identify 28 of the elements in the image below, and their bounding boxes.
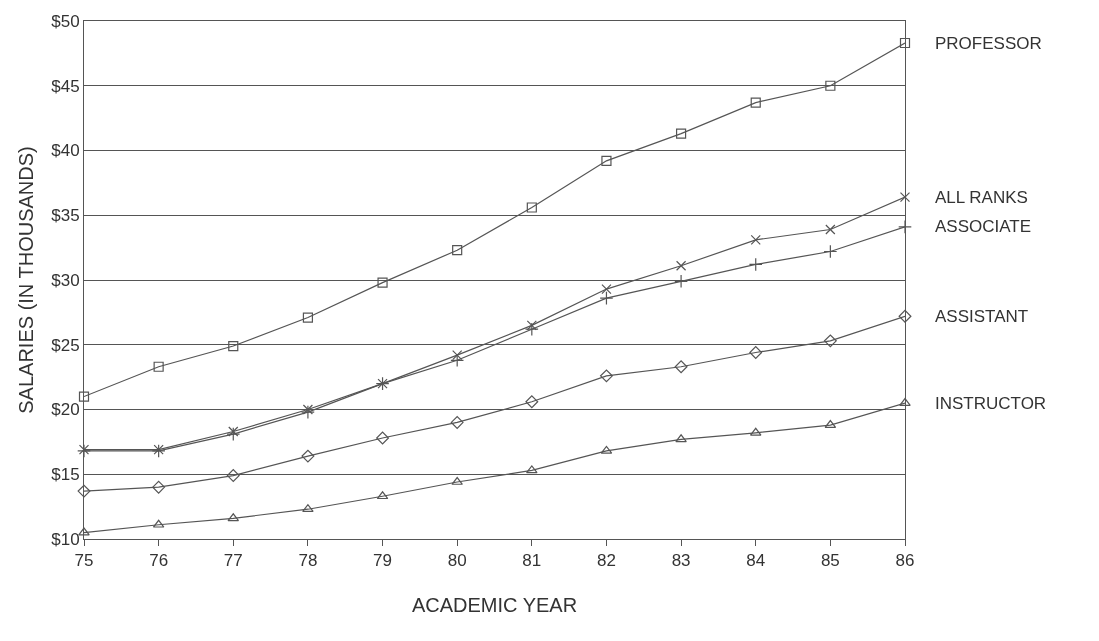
series-label: ASSOCIATE [935, 217, 1032, 236]
y-tick-label: $20 [51, 400, 80, 420]
x-tick-label: 84 [746, 551, 766, 571]
y-tick-label: $10 [51, 529, 80, 549]
y-tick-label: $45 [51, 76, 80, 96]
series-label: ASSISTANT [935, 307, 1029, 326]
x-tick-label: 77 [223, 551, 243, 571]
x-tick-label: 75 [74, 551, 94, 571]
series-label: ALL RANKS [935, 188, 1028, 207]
x-tick-label: 79 [373, 551, 393, 571]
x-tick-label: 86 [895, 551, 915, 571]
x-tick-label: 76 [149, 551, 169, 571]
y-tick-label: $30 [51, 270, 80, 290]
series-label: PROFESSOR [935, 34, 1042, 53]
y-tick-label: $40 [51, 141, 80, 161]
y-tick-label: $25 [51, 335, 80, 355]
x-tick-label: 82 [596, 551, 616, 571]
series-label: INSTRUCTOR [935, 394, 1047, 413]
y-axis-title: SALARIES (IN THOUSANDS) [14, 146, 37, 414]
x-axis-title: ACADEMIC YEAR [411, 593, 578, 616]
y-tick-label: $35 [51, 206, 80, 226]
x-tick-label: 78 [298, 551, 318, 571]
y-tick-label: $50 [51, 11, 80, 31]
x-tick-label: 81 [522, 551, 542, 571]
x-tick-label: 83 [671, 551, 691, 571]
x-tick-label: 80 [447, 551, 467, 571]
x-tick-label: 85 [820, 551, 840, 571]
y-tick-label: $15 [51, 465, 80, 485]
